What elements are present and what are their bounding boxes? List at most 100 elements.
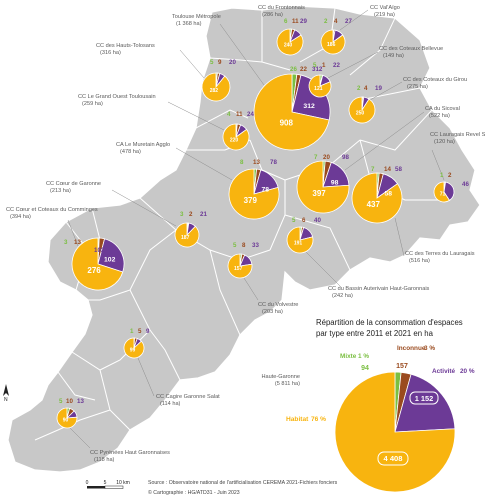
epci-0-mixte-value: 26 [290,66,297,73]
legend-inconnue-pct: 3 % [424,345,435,352]
epci-8-leader [175,147,233,181]
epci-10-pie: 187 3 2 21 [174,211,207,248]
epci-12-leader [67,219,79,247]
legend-mixte-label: Mixte [340,353,357,360]
epci-6-activite-value: 24 [247,111,254,118]
epci-7-leader [344,111,425,171]
epci-1-inconnue-value: 11 [292,18,299,25]
epci-14-mixte-value: 5 [233,242,237,249]
epci-9-habitat-value: 71 [440,192,446,198]
legend-habitat-value: 4 408 [383,454,402,463]
epci-boundary [349,17,396,76]
epci-9-activite-value: 46 [462,181,469,188]
epci-11-name: CC des Terres du Lauragais [405,251,475,257]
legend-inconnue-label: Inconnue [397,345,426,352]
epci-9-habitat-slice [433,181,450,203]
epci-7-area: (522 ha) [429,113,450,119]
epci-3-habitat-slice [201,72,231,102]
epci-13-name: CC du Bassin Auterivain Haut-Garonnais [328,286,430,292]
epci-12-inconnue-value: 13 [74,239,81,246]
epci-boundary [261,10,291,71]
epci-11-activite-value-inner: 58 [384,191,392,198]
legend-habitat-pct: 76 % [311,416,326,423]
label-leaders [67,9,445,449]
epci-13-inconnue-value: 6 [302,217,306,224]
epci-0-leader [219,23,265,86]
epci-14-pie: 157 5 8 33 [227,242,259,279]
epci-5-pie: 250 2 4 19 [348,85,382,124]
epci-15-mixte-value: 1 [130,328,134,335]
epci-13-habitat-slice [286,226,314,254]
epci-6-mixte-value: 4 [227,111,231,118]
epci-4-inconnue-value: 1 [322,62,326,69]
epci-1-name: CC du Frontonnais [258,5,305,11]
epci-10-mixte-value: 3 [180,211,184,218]
epci-15-area: (114 ha) [160,401,181,407]
epci-8-name: CA Le Muretain Agglo [116,142,170,148]
epci-4-activite-value: 22 [333,62,340,69]
epci-3-inconnue-value: 9 [218,59,222,66]
epci-2-pie: 186 2 4 27 [320,18,352,55]
epci-labels: Toulouse Métropole(1 368 ha) CC du Fronto… [6,5,485,463]
epci-3-activite-value: 20 [229,59,236,66]
epci-4-mixte-value: 5 [313,62,317,69]
legend-mixte-pct: 1 % [358,353,369,360]
epci-15-inconnue-value: 5 [138,328,142,335]
epci-4-habitat-value: 121 [314,86,323,92]
epci-boundary [195,109,249,129]
epci-7-inconnue-value: 20 [323,154,330,161]
epci-0-habitat-value: 908 [280,118,294,127]
north-arrow-icon: N [3,384,9,403]
epci-5-activite-value: 19 [375,85,382,92]
scale-bar: 0 5 10 km [86,480,130,489]
epci-16-mixte-value: 5 [59,398,63,405]
epci-14-area: (203 ha) [262,309,283,315]
scale-ten: 10 km [116,480,130,486]
epci-10-activite-value: 21 [200,211,207,218]
legend-activite-pct: 20 % [460,368,475,375]
epci-12-mixte-value: 3 [64,239,68,246]
epci-7-activite-value-inner: 98 [331,179,339,186]
epci-16-activite-value: 13 [77,398,84,405]
legend-title-line1: Répartition de la consommation d'espaces [316,318,463,327]
epci-13-activite-value: 40 [314,217,321,224]
epci-5-name: CC des Coteaux du Girou [403,77,467,83]
epci-16-area: (118 ha) [94,457,115,463]
epci-7-name: CA du Sicoval [425,106,460,112]
epci-7-habitat-slice [296,160,350,214]
epci-5-inconnue-value: 4 [364,85,368,92]
epci-2-area: (219 ha) [374,12,395,18]
epci-13-mixte-value: 5 [292,217,296,224]
epci-12-habitat-value: 276 [87,266,101,275]
epci-boundary [209,57,263,63]
epci-0-pie: 908 312 26 22 312 [253,66,331,151]
epci-15-pie: 99 1 5 9 [123,328,150,359]
epci-14-habitat-slice [227,253,253,279]
epci-5-area: (275 ha) [407,84,428,90]
epci-2-activite-value: 27 [345,18,352,25]
epci-0-name: Toulouse Métropole [172,14,221,20]
epci-12-activite-slice [97,238,125,273]
epci-0-activite-value: 312 [312,66,323,73]
epci-6-inconnue-value: 11 [236,111,243,118]
epci-16-habitat-slice [56,407,78,429]
epci-0-activite-value-inner: 312 [303,103,315,110]
epci-10-area: (213 ha) [50,188,71,194]
epci-14-activite-value: 33 [252,242,259,249]
legend-habitat-slice [334,371,456,493]
epci-4-leader [327,51,379,79]
epci-1-habitat-value: 240 [284,43,293,49]
epci-9-area: (120 ha) [434,139,455,145]
legend: Répartition de la consommation d'espaces… [261,318,475,493]
epci-8-activite-value: 78 [270,159,277,166]
source-line: Source : Observatoire national de l'arti… [148,480,338,486]
epci-7-pie: 397 98 7 20 98 [296,154,350,214]
epci-12-habitat-slice [71,237,124,291]
epci-14-habitat-value: 157 [234,266,243,272]
copyright-line: © Cartographie : HG/ATD31 - Juin 2023 [148,489,240,496]
epci-12-activite-value: 102 [94,247,105,254]
epci-2-inconnue-value: 4 [334,18,338,25]
